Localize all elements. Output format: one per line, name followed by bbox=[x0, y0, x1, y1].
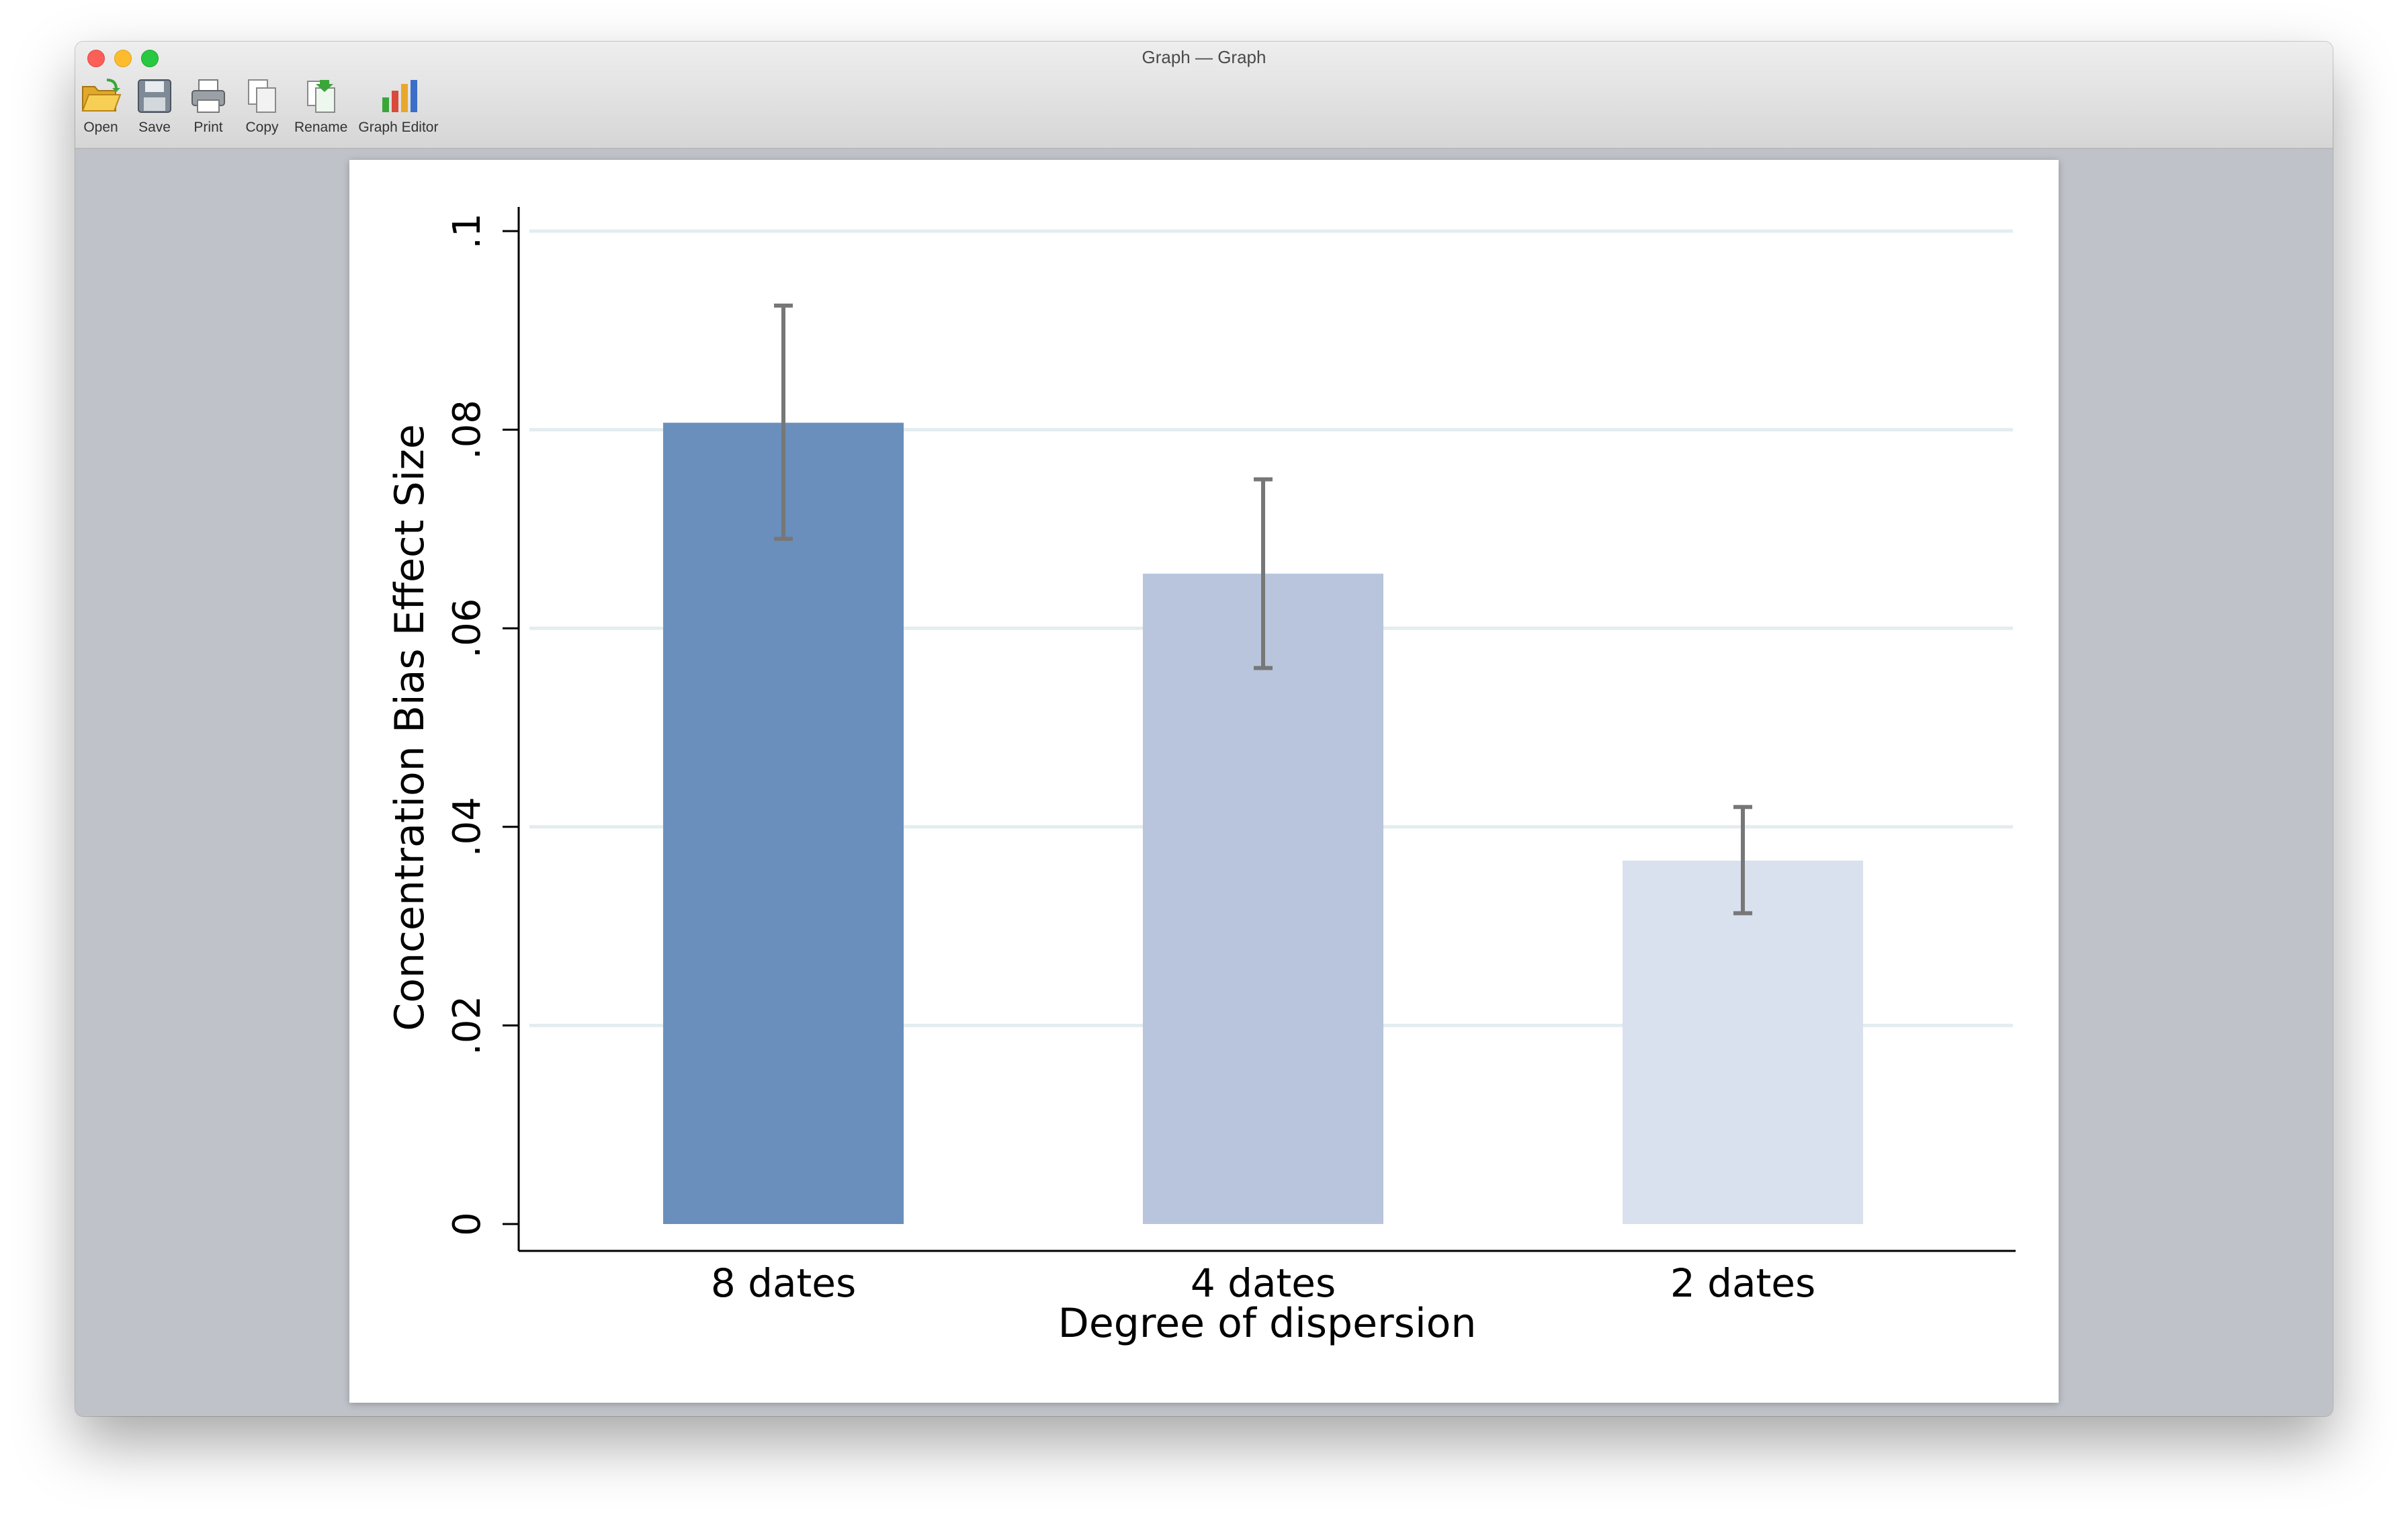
save-button[interactable]: Save bbox=[133, 75, 176, 136]
rename-label: Rename bbox=[294, 120, 348, 135]
graph-editor-icon bbox=[377, 75, 420, 117]
y-tick-label: .08 bbox=[445, 400, 489, 460]
bar bbox=[1143, 573, 1383, 1224]
title-bar[interactable]: Graph — Graph Open bbox=[75, 42, 2333, 149]
y-tick-label: .02 bbox=[445, 996, 489, 1055]
graph-editor-button[interactable]: Graph Editor bbox=[358, 75, 438, 136]
bar bbox=[1623, 861, 1863, 1224]
copy-icon bbox=[241, 75, 284, 117]
print-button[interactable]: Print bbox=[187, 75, 230, 136]
rename-button[interactable]: Rename bbox=[294, 75, 347, 136]
graph-window: Graph — Graph Open bbox=[75, 42, 2333, 1416]
y-tick-label: 0 bbox=[445, 1212, 489, 1236]
window-title: Graph — Graph bbox=[1142, 47, 1266, 67]
open-folder-icon bbox=[79, 75, 122, 117]
graph-editor-label: Graph Editor bbox=[358, 120, 439, 135]
error-bar-layer bbox=[774, 303, 1752, 916]
save-disk-icon bbox=[133, 75, 176, 117]
toolbar: Open Save bbox=[79, 75, 449, 145]
axis-layer bbox=[503, 207, 2016, 1252]
y-axis-title: Concentration Bias Effect Size bbox=[386, 424, 433, 1031]
bar-chart: 0 .02 .04 .06 .08 .1 8 dates 4 dates 2 dates Degr… bbox=[386, 207, 2016, 1347]
graph-paper[interactable]: 0 .02 .04 .06 .08 .1 8 dates 4 dates 2 dates Degr… bbox=[349, 160, 2059, 1403]
x-axis-title: Degree of dispersion bbox=[1058, 1300, 1477, 1347]
minimize-window-button[interactable] bbox=[114, 50, 132, 67]
bar-layer bbox=[663, 423, 1863, 1224]
zoom-window-button[interactable] bbox=[141, 50, 159, 67]
print-label: Print bbox=[194, 120, 223, 135]
bar bbox=[663, 423, 904, 1224]
copy-label: Copy bbox=[245, 120, 279, 135]
open-button[interactable]: Open bbox=[79, 75, 122, 136]
rename-icon bbox=[300, 75, 343, 117]
printer-icon bbox=[187, 75, 230, 117]
save-label: Save bbox=[138, 120, 171, 135]
x-tick-label: 2 dates bbox=[1670, 1260, 1815, 1306]
y-tick-label: .06 bbox=[445, 599, 489, 658]
x-tick-label: 8 dates bbox=[711, 1260, 856, 1306]
y-tick-label: .1 bbox=[445, 213, 489, 249]
close-window-button[interactable] bbox=[87, 50, 105, 67]
copy-button[interactable]: Copy bbox=[241, 75, 284, 136]
open-label: Open bbox=[83, 120, 118, 135]
y-tick-label: .04 bbox=[445, 797, 489, 857]
label-layer: 0 .02 .04 .06 .08 .1 8 dates 4 dates 2 dates Degr… bbox=[386, 213, 1815, 1347]
x-tick-label: 4 dates bbox=[1191, 1260, 1336, 1306]
